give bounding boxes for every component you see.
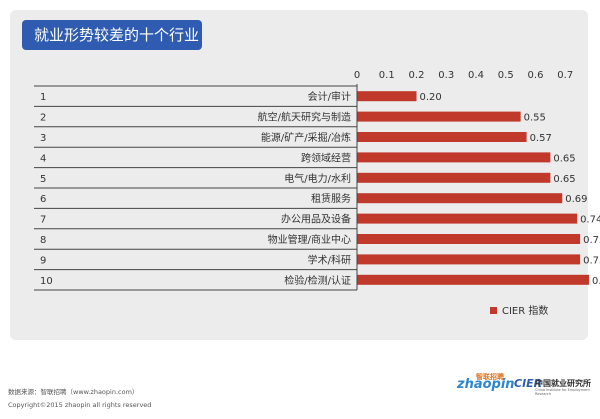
rank-label: 6 bbox=[40, 194, 46, 205]
bar bbox=[357, 132, 527, 142]
cier-logo-cn: 中国就业研究所 bbox=[535, 379, 591, 388]
bar bbox=[357, 213, 578, 224]
x-tick-label: 0.7 bbox=[557, 70, 573, 81]
value-label: 0.78 bbox=[592, 276, 600, 287]
value-label: 0.55 bbox=[524, 113, 546, 124]
x-tick-label: 0.3 bbox=[438, 70, 454, 81]
copyright: Copyright©2015 zhaopin all rights reserv… bbox=[8, 401, 152, 409]
value-label: 0.20 bbox=[420, 92, 442, 103]
bar bbox=[357, 172, 551, 183]
bar bbox=[357, 91, 417, 102]
rank-label: 5 bbox=[40, 174, 46, 185]
legend-label: CIER 指数 bbox=[502, 304, 548, 317]
rank-label: 8 bbox=[40, 235, 46, 246]
category-label: 能源/矿产/采掘/冶炼 bbox=[261, 131, 351, 144]
value-label: 0.57 bbox=[530, 133, 552, 144]
chart-title: 就业形势较差的十个行业 bbox=[22, 20, 202, 50]
x-tick-label: 0.6 bbox=[528, 70, 544, 81]
bar bbox=[357, 111, 521, 122]
rank-label: 3 bbox=[40, 133, 46, 144]
bar bbox=[357, 254, 581, 265]
rank-label: 7 bbox=[40, 215, 46, 226]
x-tick-label: 0.2 bbox=[409, 70, 425, 81]
cier-logo: CIER bbox=[514, 377, 543, 390]
x-tick-label: 0.5 bbox=[498, 70, 514, 81]
value-label: 0.69 bbox=[565, 194, 587, 205]
value-label: 0.75 bbox=[583, 255, 600, 266]
category-label: 检验/检测/认证 bbox=[284, 274, 351, 287]
rank-label: 4 bbox=[40, 153, 46, 164]
value-label: 0.75 bbox=[583, 235, 600, 246]
cier-logo-en: China Institute for Employment Research bbox=[535, 388, 590, 396]
zhaopin-logo: zhaopin bbox=[457, 377, 515, 392]
category-label: 租赁服务 bbox=[311, 192, 351, 205]
rank-label: 10 bbox=[40, 276, 53, 287]
category-label: 跨领域经营 bbox=[301, 151, 351, 164]
bar bbox=[357, 193, 563, 204]
bar bbox=[357, 234, 581, 244]
x-tick-label: 0 bbox=[354, 70, 360, 81]
category-label: 办公用品及设备 bbox=[281, 213, 351, 226]
x-tick-label: 0.1 bbox=[379, 70, 395, 81]
bar bbox=[357, 274, 590, 285]
bar bbox=[357, 152, 551, 163]
value-label: 0.65 bbox=[553, 153, 575, 164]
rank-label: 2 bbox=[40, 113, 46, 124]
data-source: 数据来源：智联招聘（www.zhaopin.com） bbox=[8, 388, 139, 396]
x-tick-label: 0.4 bbox=[468, 70, 484, 81]
category-label: 学术/科研 bbox=[308, 253, 351, 266]
value-label: 0.65 bbox=[553, 174, 575, 185]
zhaopin-logo-cn: 智联招聘 bbox=[476, 373, 504, 381]
rank-label: 9 bbox=[40, 255, 46, 266]
category-label: 电气/电力/水利 bbox=[284, 172, 351, 185]
category-label: 物业管理/商业中心 bbox=[268, 233, 351, 246]
legend-swatch bbox=[490, 307, 497, 314]
category-label: 会计/审计 bbox=[308, 90, 351, 103]
rank-label: 1 bbox=[40, 92, 46, 103]
value-label: 0.74 bbox=[580, 215, 600, 226]
category-label: 航空/航天研究与制造 bbox=[258, 111, 351, 124]
